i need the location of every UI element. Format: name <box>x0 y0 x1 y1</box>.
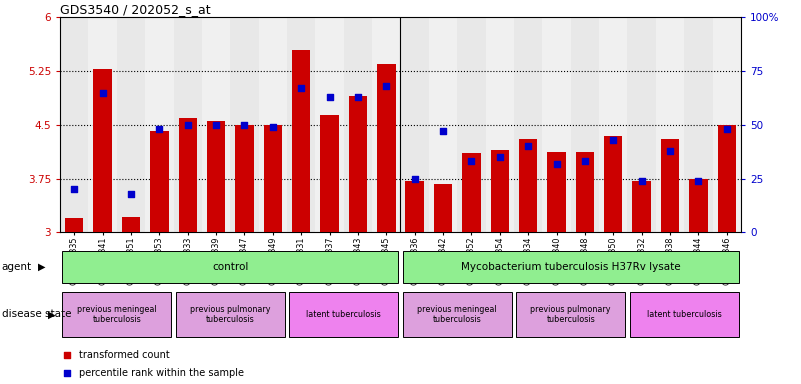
Text: ▶: ▶ <box>38 262 46 272</box>
Point <box>295 85 308 91</box>
Point <box>607 137 620 143</box>
Bar <box>259 17 287 232</box>
Bar <box>434 184 453 232</box>
Bar <box>176 292 285 337</box>
Point <box>493 154 506 160</box>
Bar <box>289 292 398 337</box>
Text: previous pulmonary
tuberculosis: previous pulmonary tuberculosis <box>190 305 271 324</box>
Point <box>437 128 449 134</box>
Bar <box>372 17 400 232</box>
Bar <box>403 292 512 337</box>
Bar <box>405 181 424 232</box>
Bar <box>516 292 625 337</box>
Point <box>68 186 81 192</box>
Text: previous pulmonary
tuberculosis: previous pulmonary tuberculosis <box>530 305 611 324</box>
Bar <box>122 217 140 232</box>
Bar <box>320 116 339 232</box>
Point <box>352 94 364 100</box>
Point <box>635 178 648 184</box>
Bar <box>570 17 599 232</box>
Bar <box>62 292 171 337</box>
Bar <box>400 17 429 232</box>
Bar <box>60 17 88 232</box>
Bar <box>713 17 741 232</box>
Bar <box>377 64 396 232</box>
Point <box>96 89 109 96</box>
Bar <box>207 121 225 232</box>
Bar <box>630 292 739 337</box>
Bar <box>684 17 713 232</box>
Bar <box>485 17 514 232</box>
Text: agent: agent <box>2 262 32 272</box>
Text: percentile rank within the sample: percentile rank within the sample <box>79 368 244 378</box>
Bar <box>403 251 739 283</box>
Bar <box>94 69 112 232</box>
Text: latent tuberculosis: latent tuberculosis <box>647 310 722 319</box>
Text: control: control <box>212 262 248 272</box>
Text: disease state: disease state <box>2 310 71 319</box>
Bar <box>519 139 537 232</box>
Point <box>61 370 74 376</box>
Bar <box>718 125 736 232</box>
Bar <box>429 17 457 232</box>
Text: ▶: ▶ <box>48 310 55 319</box>
Bar <box>287 17 316 232</box>
Point <box>409 175 421 182</box>
Bar <box>235 125 254 232</box>
Bar <box>661 139 679 232</box>
Text: Mycobacterium tuberculosis H37Rv lysate: Mycobacterium tuberculosis H37Rv lysate <box>461 262 681 272</box>
Point <box>578 158 591 164</box>
Bar <box>292 50 311 232</box>
Bar <box>514 17 542 232</box>
Text: transformed count: transformed count <box>79 350 170 360</box>
Bar <box>627 17 656 232</box>
Point <box>720 126 733 132</box>
Bar <box>344 17 372 232</box>
Bar <box>490 150 509 232</box>
Point <box>465 158 478 164</box>
Point <box>663 147 676 154</box>
Bar <box>656 17 684 232</box>
Point <box>380 83 392 89</box>
Bar <box>88 17 117 232</box>
Bar <box>202 17 231 232</box>
Text: previous meningeal
tuberculosis: previous meningeal tuberculosis <box>417 305 497 324</box>
Point <box>153 126 166 132</box>
Bar <box>150 131 168 232</box>
Bar <box>65 218 83 232</box>
Point <box>210 122 223 128</box>
Point <box>267 124 280 130</box>
Bar <box>174 17 202 232</box>
Point <box>323 94 336 100</box>
Bar <box>231 17 259 232</box>
Bar <box>62 251 398 283</box>
Text: previous meningeal
tuberculosis: previous meningeal tuberculosis <box>77 305 157 324</box>
Point <box>238 122 251 128</box>
Point <box>521 143 534 149</box>
Bar <box>457 17 485 232</box>
Point <box>125 190 138 197</box>
Point <box>550 161 563 167</box>
Bar <box>689 179 707 232</box>
Point <box>692 178 705 184</box>
Bar <box>604 136 622 232</box>
Point <box>181 122 194 128</box>
Bar <box>462 154 481 232</box>
Bar <box>576 152 594 232</box>
Text: latent tuberculosis: latent tuberculosis <box>307 310 381 319</box>
Bar <box>117 17 145 232</box>
Bar <box>264 125 282 232</box>
Text: GDS3540 / 202052_s_at: GDS3540 / 202052_s_at <box>60 3 211 16</box>
Bar <box>145 17 174 232</box>
Bar <box>633 181 651 232</box>
Bar <box>599 17 627 232</box>
Bar <box>179 118 197 232</box>
Bar <box>542 17 570 232</box>
Bar <box>547 152 566 232</box>
Point <box>61 352 74 358</box>
Bar <box>348 96 367 232</box>
Bar <box>316 17 344 232</box>
